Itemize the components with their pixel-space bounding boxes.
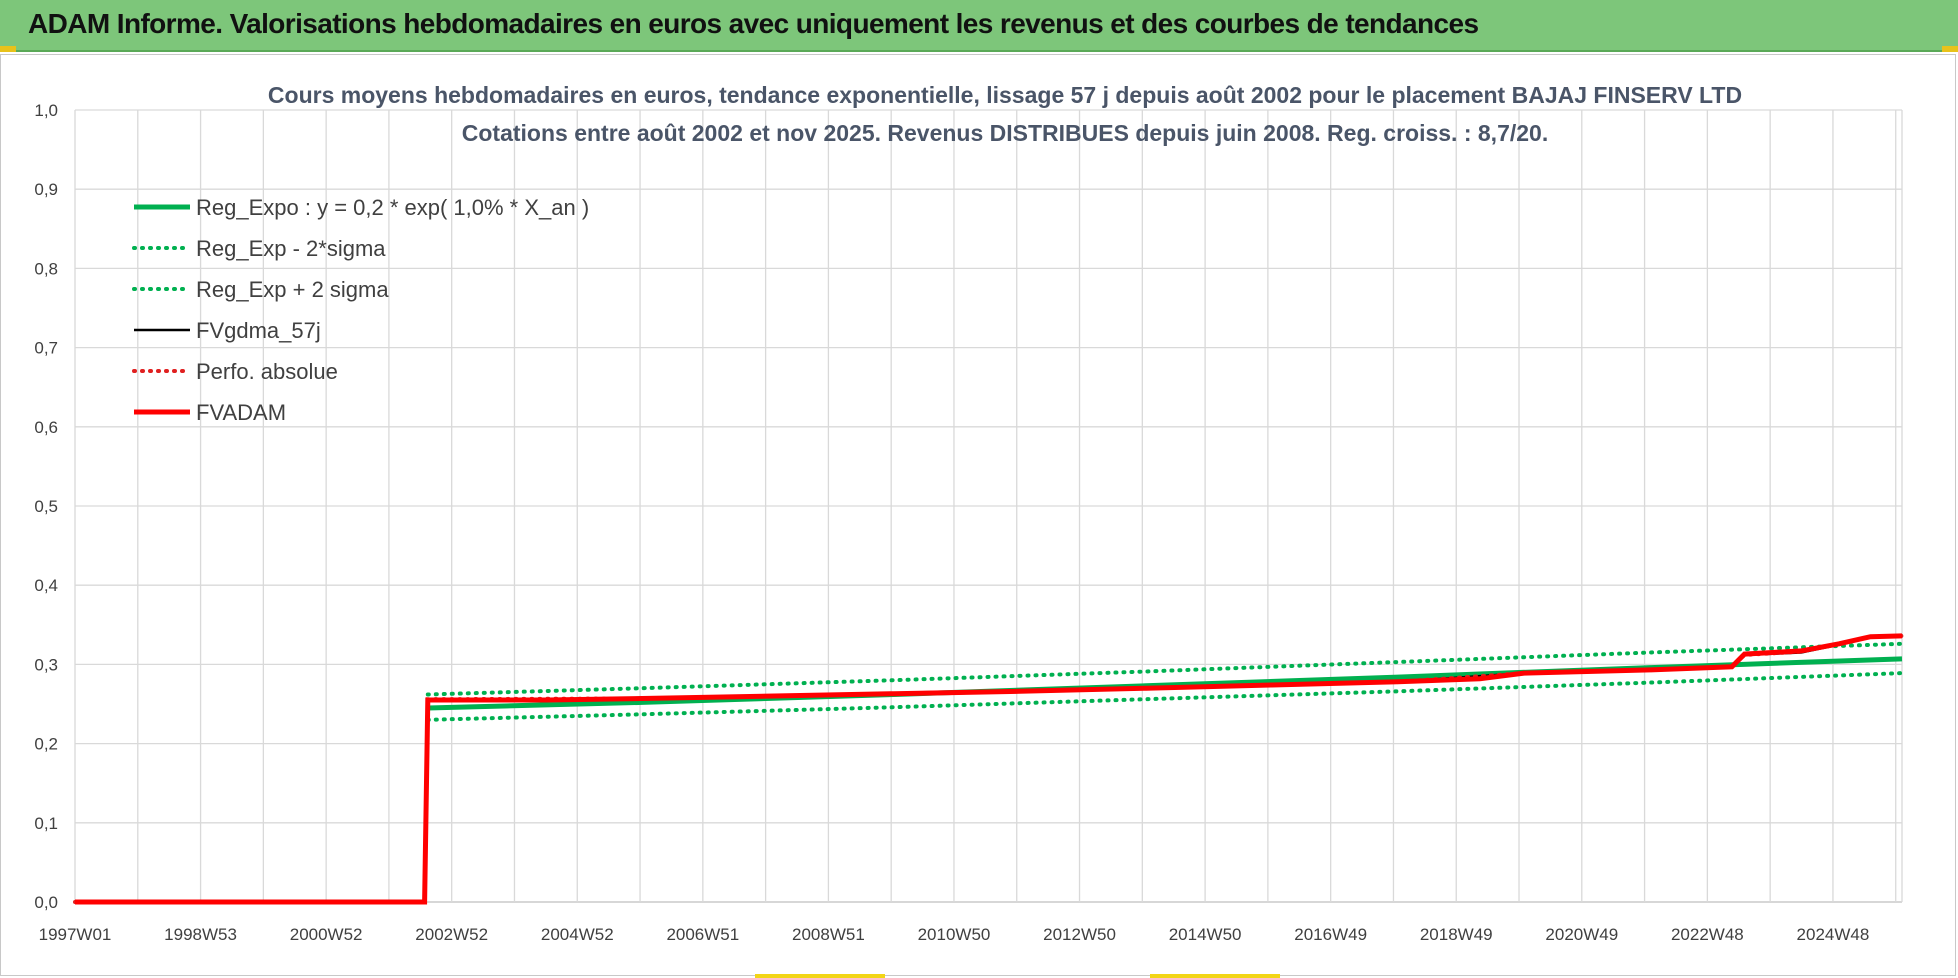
sheet-tab-marker xyxy=(755,974,885,978)
y-tick-label: 0,3 xyxy=(34,655,58,674)
series-lines xyxy=(73,633,1904,905)
legend-label: FVgdma_57j xyxy=(196,318,321,343)
chart-legend: Reg_Expo : y = 0,2 * exp( 1,0% * X_an ) R… xyxy=(132,195,589,425)
page-title: ADAM Informe. Valorisations hebdomadaire… xyxy=(28,8,1479,39)
y-tick-label: 0,8 xyxy=(34,259,58,278)
x-tick-label: 2024W48 xyxy=(1797,925,1870,944)
legend-label: FVADAM xyxy=(196,400,286,425)
chart-grid xyxy=(74,109,1903,903)
x-tick-label: 2010W50 xyxy=(918,925,991,944)
chart-frame xyxy=(0,54,1956,976)
legend-label: Perfo. absolue xyxy=(196,359,338,384)
sheet-tab-marker xyxy=(1150,974,1280,978)
chart-title-line-2: Cotations entre août 2002 et nov 2025. R… xyxy=(462,120,1548,146)
x-axis-ticks: 1997W01 1998W53 2000W52 2002W52 2004W52 2006W… xyxy=(39,925,1870,944)
corner-handle-right xyxy=(1942,46,1958,52)
series-line-1 xyxy=(425,671,1904,722)
y-tick-label: 0,2 xyxy=(34,735,58,754)
x-tick-label: 2022W48 xyxy=(1671,925,1744,944)
legend-label: Reg_Expo : y = 0,2 * exp( 1,0% * X_an ) xyxy=(196,195,589,220)
y-tick-label: 0,0 xyxy=(34,893,58,912)
y-tick-label: 0,9 xyxy=(34,180,58,199)
corner-handle-left xyxy=(0,46,16,52)
y-axis-ticks: 0,0 0,1 0,2 0,3 0,4 0,5 0,6 0,7 0,8 0,9 1,0 xyxy=(34,101,58,912)
x-tick-label: 1998W53 xyxy=(164,925,237,944)
y-tick-label: 0,1 xyxy=(34,814,58,833)
y-tick-label: 1,0 xyxy=(34,101,58,120)
x-tick-label: 2014W50 xyxy=(1169,925,1242,944)
x-tick-label: 2020W49 xyxy=(1545,925,1618,944)
y-tick-label: 0,6 xyxy=(34,418,58,437)
x-tick-label: 2018W49 xyxy=(1420,925,1493,944)
x-tick-label: 2012W50 xyxy=(1043,925,1116,944)
y-tick-label: 0,4 xyxy=(34,576,58,595)
x-tick-label: 2008W51 xyxy=(792,925,865,944)
y-tick-label: 0,5 xyxy=(34,497,58,516)
x-tick-label: 2000W52 xyxy=(290,925,363,944)
series-line-5 xyxy=(75,633,1903,905)
legend-label: Reg_Exp - 2*sigma xyxy=(196,236,386,261)
series-line-2 xyxy=(425,641,1904,697)
x-tick-label: 2006W51 xyxy=(666,925,739,944)
legend-label: Reg_Exp + 2 sigma xyxy=(196,277,389,302)
chart-title-line-1: Cours moyens hebdomadaires en euros, ten… xyxy=(268,82,1742,108)
x-tick-label: 2002W52 xyxy=(415,925,488,944)
x-tick-label: 2004W52 xyxy=(541,925,614,944)
y-tick-label: 0,7 xyxy=(34,339,58,358)
x-tick-label: 2016W49 xyxy=(1294,925,1367,944)
chart-title: Cours moyens hebdomadaires en euros, ten… xyxy=(268,82,1742,146)
x-tick-label: 1997W01 xyxy=(39,925,112,944)
header-bar: ADAM Informe. Valorisations hebdomadaire… xyxy=(0,0,1958,52)
